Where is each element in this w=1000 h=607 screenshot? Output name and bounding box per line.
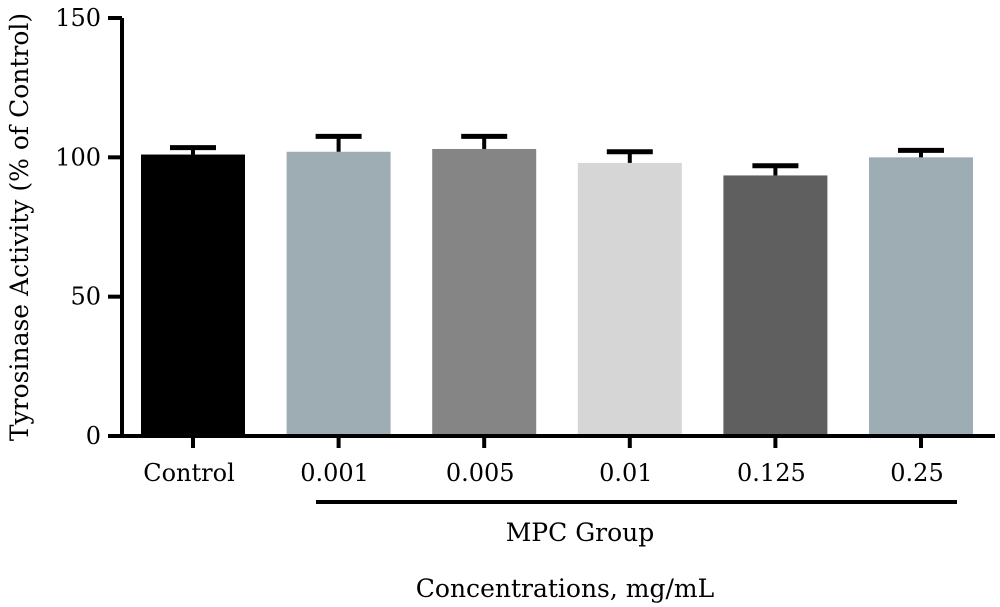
- bar: [577, 162, 682, 436]
- error-bars-layer: [170, 133, 944, 176]
- bar: [141, 154, 245, 436]
- y-tick-label: 150: [55, 4, 101, 32]
- x-tick-label: 0.01: [599, 459, 652, 487]
- y-tick-label: 50: [70, 283, 101, 311]
- y-tick-label: 100: [55, 143, 101, 171]
- y-axis-title: Tyrosinase Activity (% of Control): [5, 13, 34, 441]
- x-ticks-layer: Control 0.001 0.005 0.01 0.125 0.25: [143, 436, 944, 487]
- y-tick-label: 0: [86, 422, 101, 450]
- group-label: MPC Group: [506, 518, 655, 547]
- bar: [432, 148, 537, 436]
- bar: [869, 157, 973, 437]
- x-tick-label: 0.25: [890, 459, 943, 487]
- bar: [723, 175, 828, 437]
- y-ticks-layer: 0 50 100 150: [55, 4, 122, 450]
- x-tick-label: 0.125: [737, 459, 806, 487]
- bars-layer: [141, 148, 973, 437]
- x-tick-label: 0.001: [300, 459, 369, 487]
- axes-layer: [120, 18, 995, 438]
- x-axis-title: Concentrations, mg/mL: [416, 574, 714, 603]
- x-tick-label: 0.005: [446, 459, 515, 487]
- x-tick-label: Control: [143, 459, 235, 487]
- bar: [286, 151, 391, 436]
